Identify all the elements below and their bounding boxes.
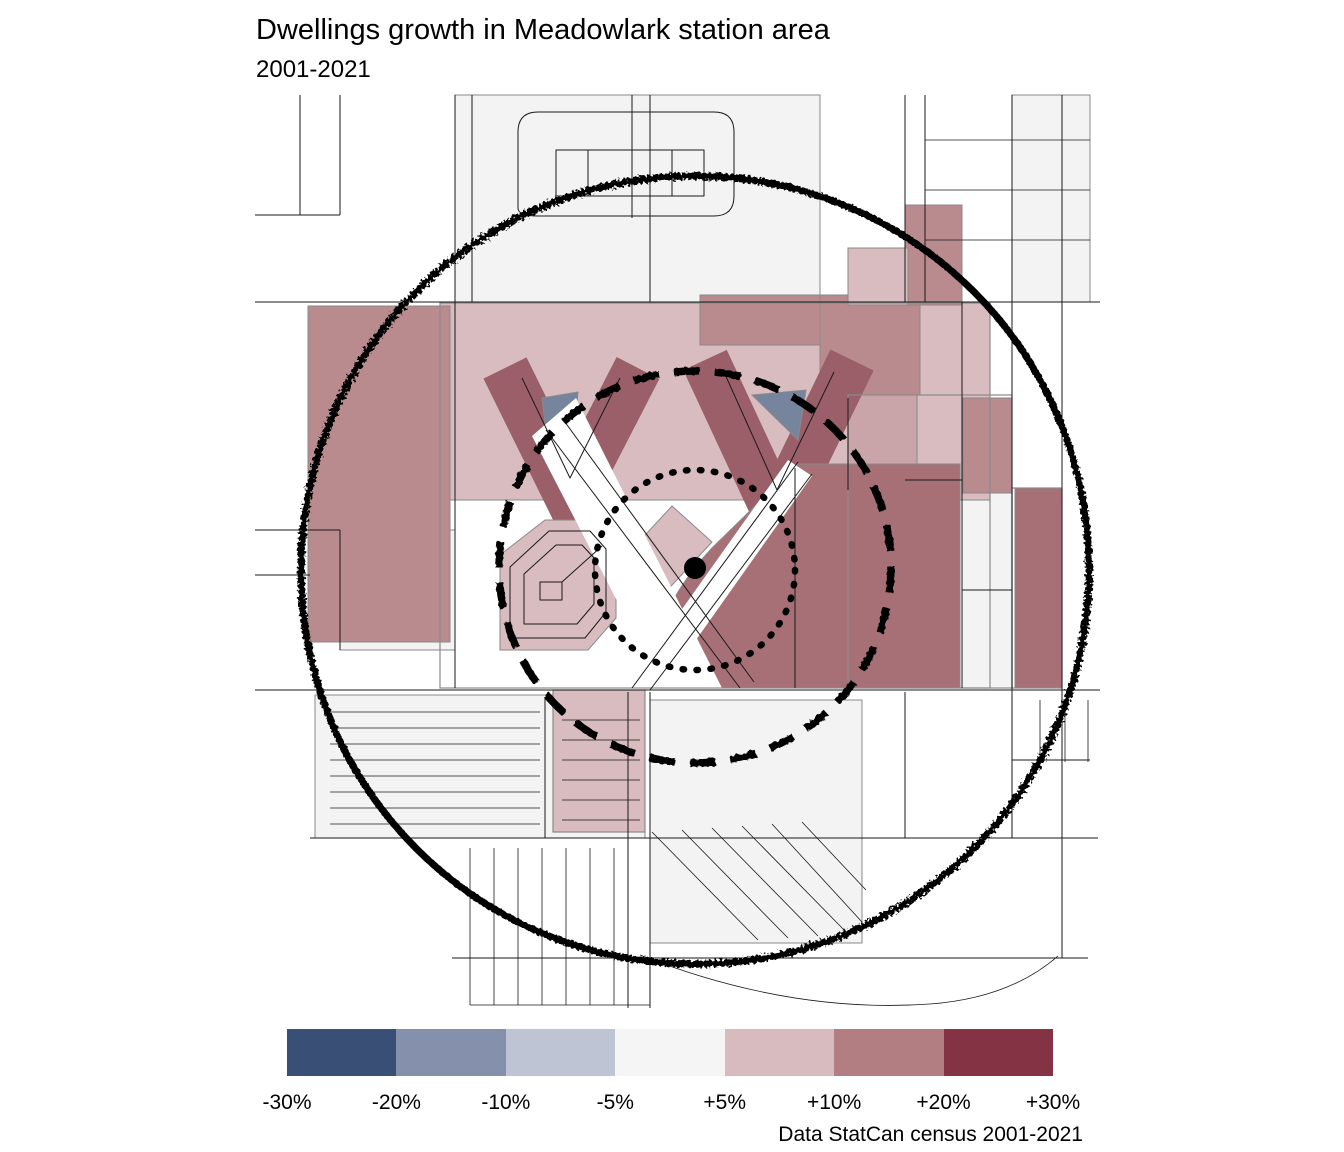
legend-break-label: +30%: [1025, 1091, 1081, 1114]
legend-color-bar: [287, 1029, 1053, 1076]
street-network: [255, 95, 1100, 1008]
buffer-ring-outer: [297, 172, 1093, 968]
legend-swatch: [396, 1029, 506, 1076]
page-subtitle: 2001-2021: [256, 56, 371, 83]
data-attribution: Data StatCan census 2001-2021: [778, 1123, 1083, 1146]
legend-swatch: [505, 1029, 616, 1076]
legend-break-labels: -30% -20% -10% -5% +5% +10% +20% +30%: [0, 1091, 1344, 1119]
legend-break-label: -30%: [262, 1091, 312, 1114]
legend-break-label: +5%: [703, 1091, 747, 1114]
legend-break-label: -10%: [481, 1091, 531, 1114]
station-marker: [684, 557, 706, 579]
legend-swatch: [287, 1029, 397, 1076]
road-corridors: [532, 398, 812, 688]
legend-break-label: +20%: [916, 1091, 971, 1114]
legend-swatch: [724, 1029, 835, 1076]
legend-break-label: -5%: [596, 1091, 634, 1114]
buffer-ring-middle: [495, 367, 895, 767]
page-title: Dwellings growth in Meadowlark station a…: [256, 14, 830, 46]
buffer-ring-inner: [591, 466, 799, 674]
decline-pocket-right: [750, 389, 807, 442]
legend-break-label: -20%: [371, 1091, 421, 1114]
legend-swatch: [834, 1029, 944, 1076]
buffer-rings: [297, 172, 1093, 968]
legend-break-label: +10%: [806, 1091, 862, 1114]
legend-swatch: [943, 1029, 1053, 1076]
legend-swatch: [615, 1029, 725, 1076]
